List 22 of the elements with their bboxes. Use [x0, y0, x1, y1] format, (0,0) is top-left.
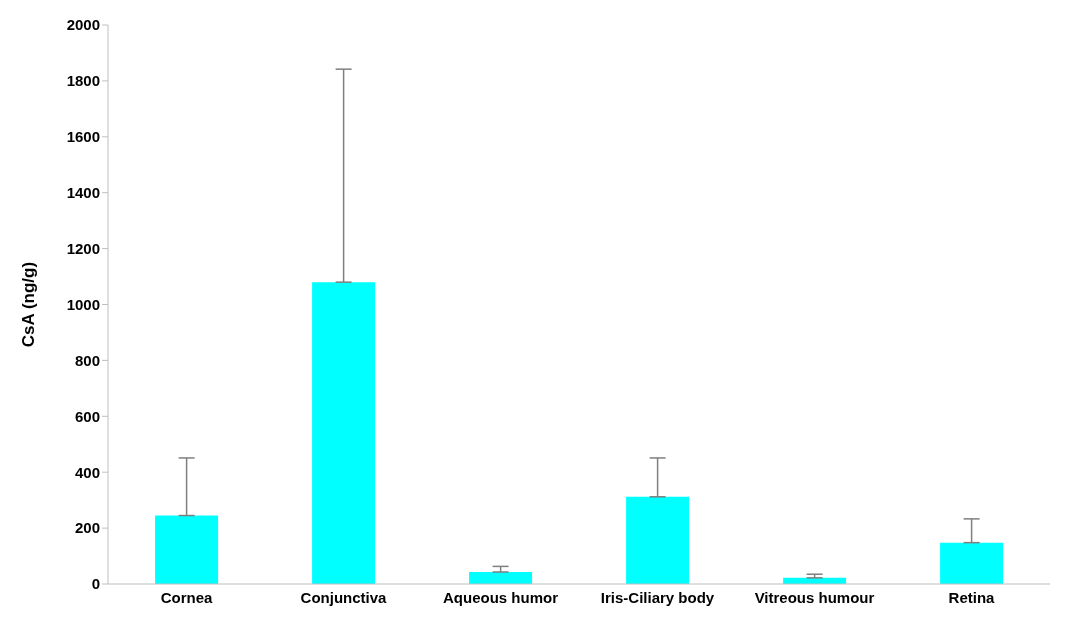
y-tick-label: 1800	[66, 72, 100, 90]
y-tick-label: 1000	[66, 295, 100, 313]
y-tick-label: 1200	[66, 239, 100, 257]
y-tick-label: 200	[74, 519, 100, 537]
x-tick-label: Retina	[948, 588, 996, 606]
bar	[312, 282, 376, 584]
y-tick-label: 0	[91, 575, 100, 593]
x-tick-label: Aqueous humor	[443, 588, 559, 606]
y-tick-label: 1600	[66, 128, 100, 146]
x-tick-label: Cornea	[160, 588, 213, 606]
y-tick-label: 800	[74, 351, 100, 369]
x-tick-label: Iris-Ciliary body	[600, 588, 715, 606]
bar	[155, 515, 219, 584]
y-tick-label: 2000	[66, 16, 100, 34]
y-tick-label: 400	[74, 463, 100, 481]
bar	[940, 542, 1004, 584]
x-tick-label: Vitreous humour	[754, 588, 875, 606]
y-tick-label: 1400	[66, 184, 100, 202]
x-tick-label: Conjunctiva	[300, 588, 388, 606]
y-axis-title: CsA (ng/g)	[19, 261, 39, 348]
y-tick-label: 600	[74, 407, 100, 425]
bar	[626, 496, 690, 584]
